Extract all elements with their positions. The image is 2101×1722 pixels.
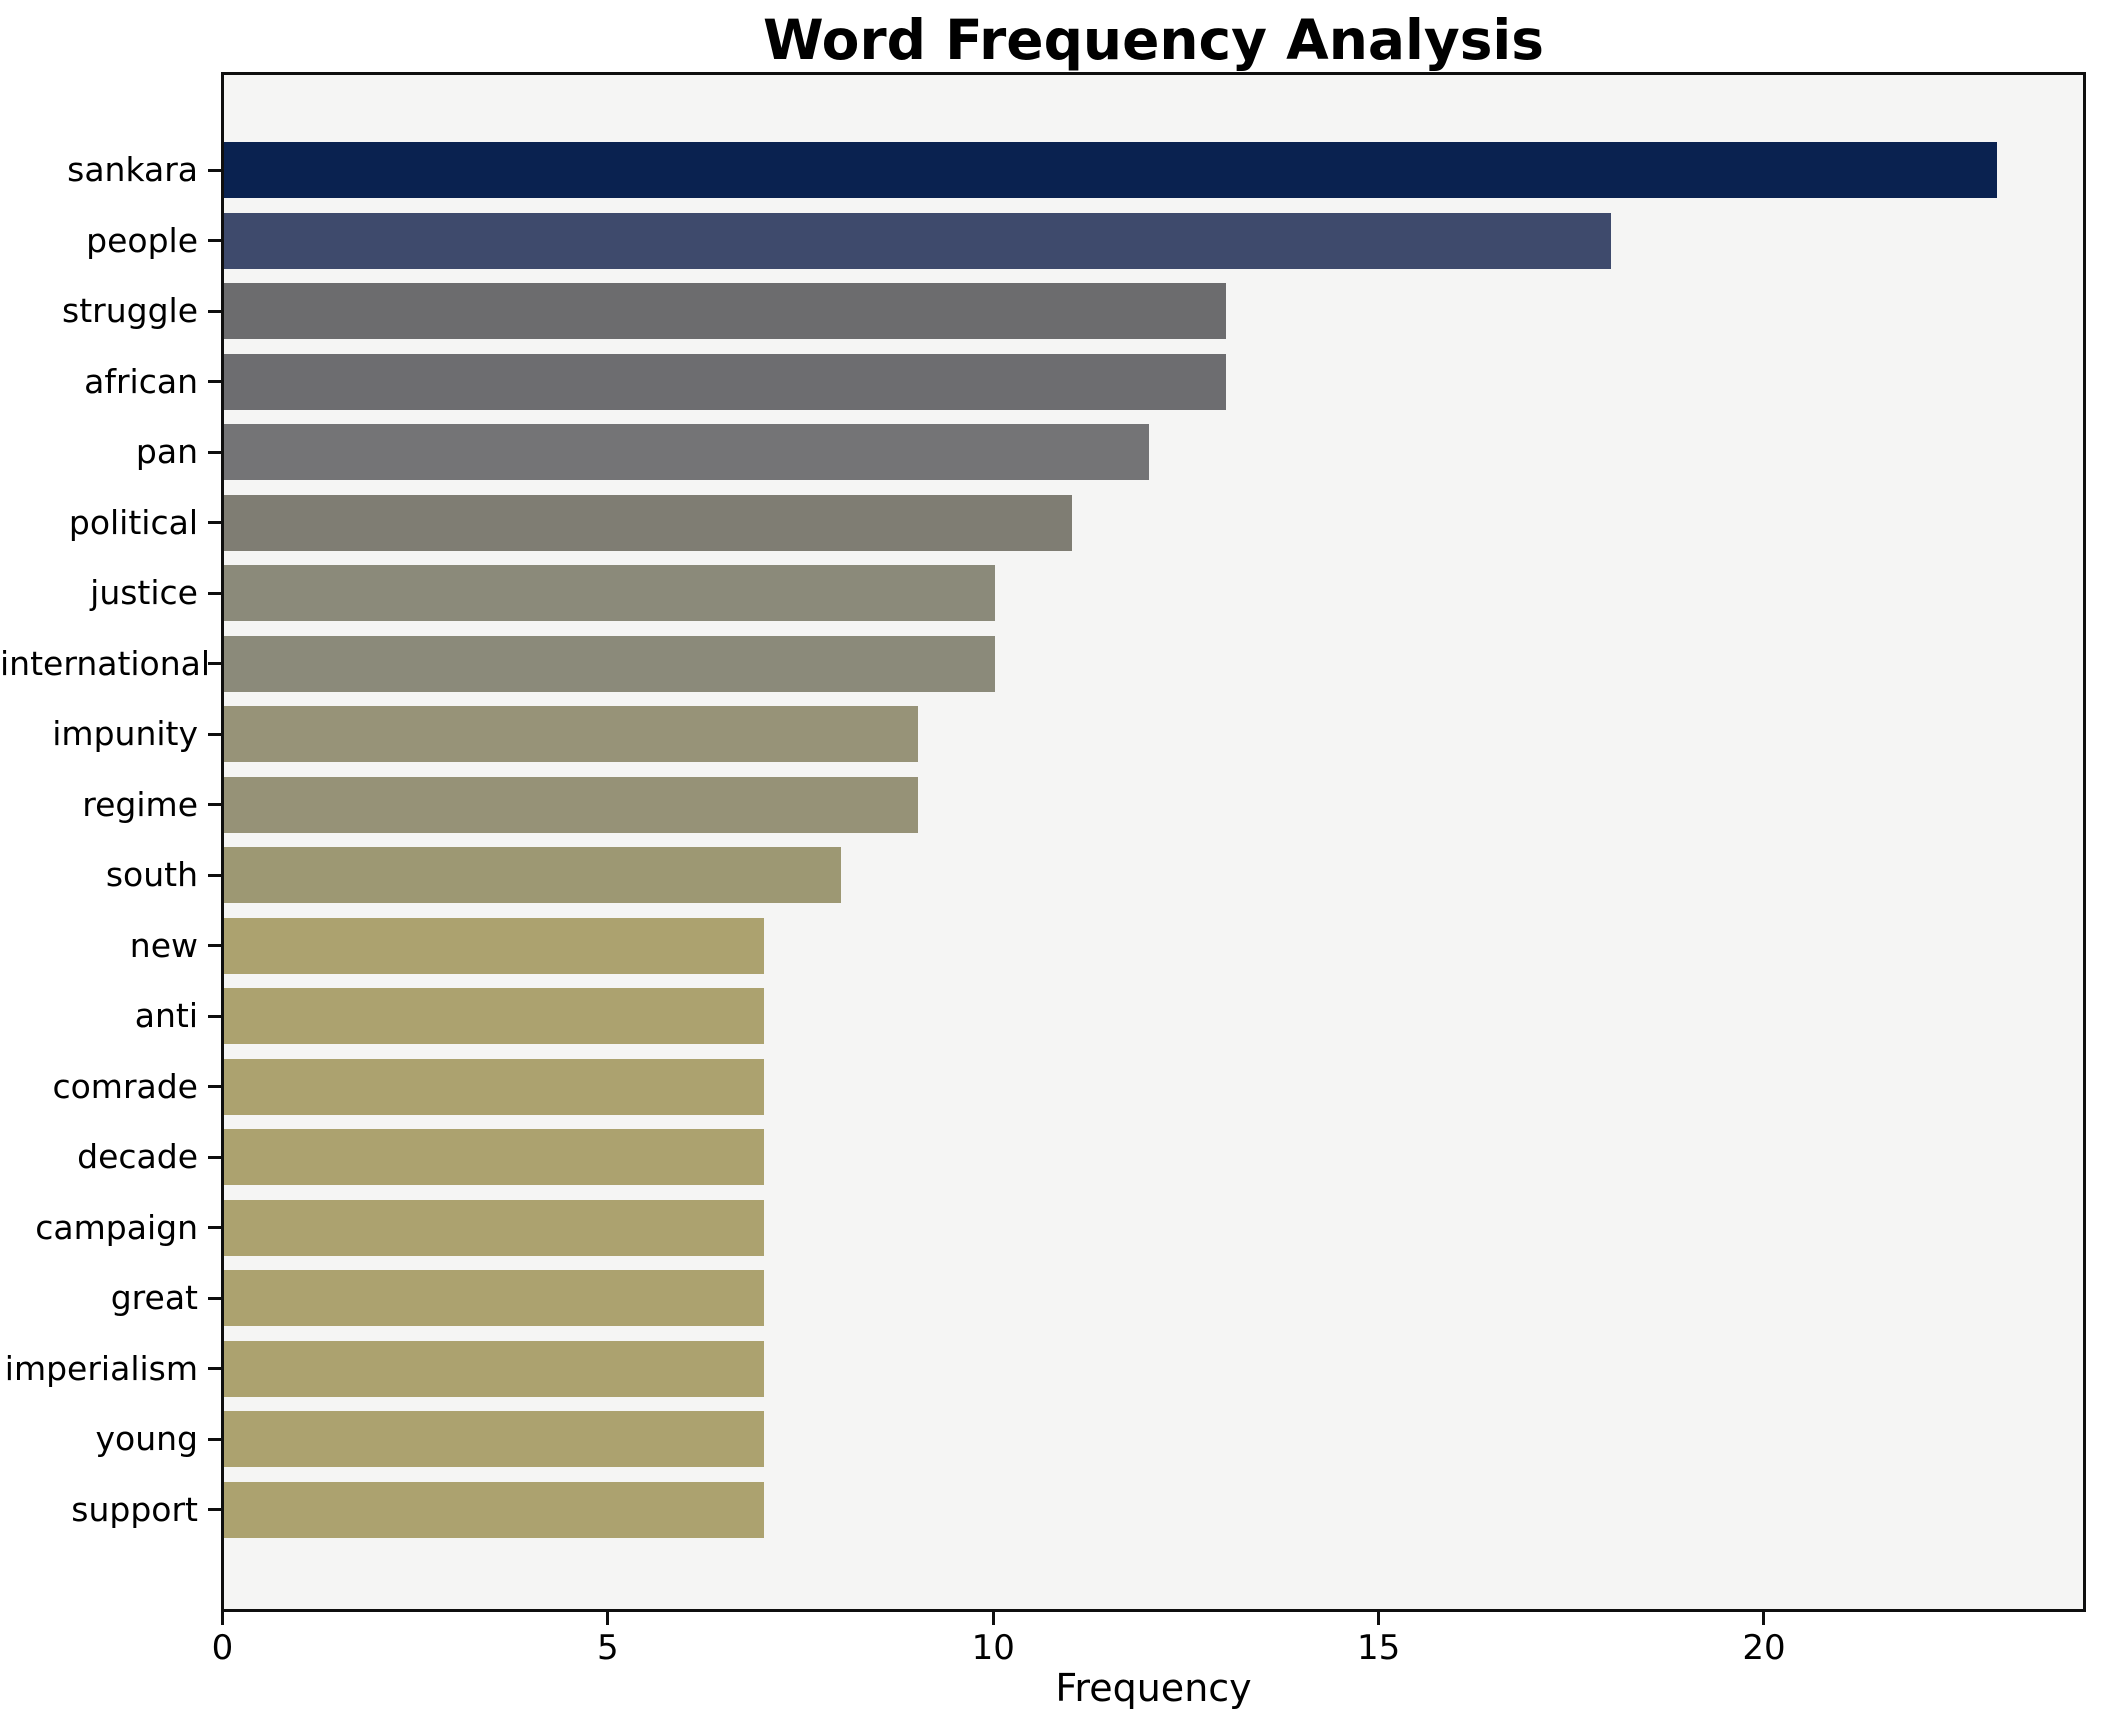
ytick-south [208, 873, 221, 877]
ytick-label-regime: regime [82, 784, 198, 824]
ytick-international [208, 662, 221, 665]
xtick-label-20: 20 [1742, 1628, 1786, 1668]
chart-title: Word Frequency Analysis [762, 8, 1545, 72]
x-axis-title: Frequency [1055, 1666, 1252, 1710]
ytick-impunity [208, 732, 221, 736]
bar-justice [224, 565, 995, 621]
ytick-label-young: young [95, 1419, 199, 1458]
xtick-label-0: 0 [211, 1628, 234, 1668]
ytick-label-impunity: impunity [52, 714, 198, 753]
ytick-label-people: people [86, 220, 198, 260]
xtick-label-10: 10 [971, 1628, 1015, 1668]
ytick-regime [208, 803, 221, 806]
ytick-label-anti: anti [134, 996, 198, 1035]
ytick-imperialism [208, 1367, 221, 1370]
ytick-label-support: support [71, 1489, 198, 1529]
bar-imperialism [224, 1340, 764, 1397]
ytick-sankara [208, 168, 221, 172]
bar-international [224, 635, 995, 692]
ytick-label-comrade: comrade [52, 1066, 198, 1106]
ytick-young [208, 1437, 221, 1441]
bar-support [224, 1481, 764, 1538]
bar-regime [224, 776, 918, 833]
bar-african [224, 353, 1226, 410]
ytick-campaign [208, 1226, 221, 1229]
ytick-struggle [208, 309, 221, 313]
bar-decade [224, 1129, 764, 1185]
bar-struggle [224, 283, 1226, 339]
ytick-label-international: international [0, 643, 211, 683]
ytick-label-pan: pan [135, 432, 198, 471]
ytick-comrade [208, 1085, 221, 1088]
xtick-label-15: 15 [1356, 1628, 1401, 1668]
xtick-20 [1762, 1612, 1766, 1625]
ytick-great [208, 1296, 221, 1300]
xtick-10 [991, 1612, 995, 1625]
ytick-support [208, 1508, 221, 1511]
ytick-label-political: political [68, 502, 198, 542]
xtick-15 [1377, 1612, 1381, 1625]
bar-new [224, 917, 764, 974]
ytick-political [208, 521, 221, 524]
plot-area [221, 72, 2086, 1612]
ytick-label-decade: decade [77, 1137, 198, 1176]
ytick-label-great: great [110, 1278, 198, 1317]
ytick-pan [208, 450, 221, 454]
bar-people [224, 212, 1611, 269]
bar-anti [224, 988, 764, 1044]
bar-sankara [224, 142, 1997, 198]
xtick-5 [606, 1612, 610, 1625]
ytick-label-new: new [129, 925, 198, 965]
bar-young [224, 1411, 764, 1467]
bar-political [224, 494, 1072, 551]
ytick-label-campaign: campaign [35, 1207, 198, 1247]
ytick-label-sankara: sankara [67, 150, 198, 189]
ytick-justice [208, 591, 221, 595]
ytick-people [208, 239, 221, 242]
bar-comrade [224, 1058, 764, 1115]
xtick-label-5: 5 [597, 1628, 619, 1668]
ytick-label-justice: justice [90, 573, 198, 612]
ytick-label-imperialism: imperialism [4, 1348, 198, 1388]
bar-pan [224, 424, 1149, 480]
ytick-label-south: south [105, 855, 198, 894]
ytick-label-struggle: struggle [62, 291, 198, 330]
ytick-label-african: african [84, 361, 198, 401]
ytick-african [208, 380, 221, 383]
ytick-anti [208, 1014, 221, 1018]
xtick-0 [221, 1612, 224, 1625]
bar-campaign [224, 1199, 764, 1256]
ytick-decade [208, 1155, 221, 1159]
bar-great [224, 1270, 764, 1326]
ytick-new [208, 944, 221, 947]
bar-impunity [224, 706, 918, 762]
bar-south [224, 847, 841, 903]
